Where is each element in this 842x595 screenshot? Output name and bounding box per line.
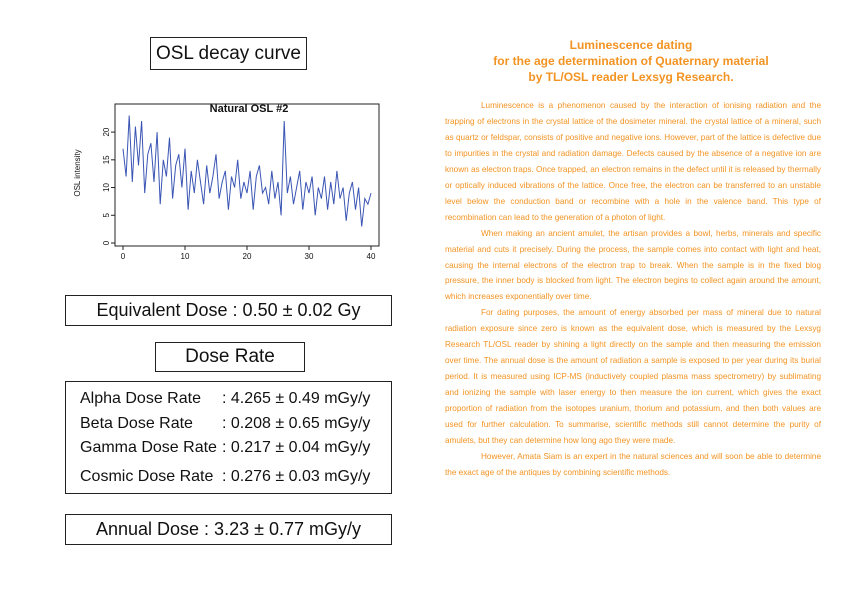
dose-rate-row-cosmic: Cosmic Dose Rate : 0.276 ± 0.03 mGy/y <box>80 468 370 486</box>
dose-rate-label: Alpha Dose Rate <box>80 390 201 407</box>
equivalent-dose-text: Equivalent Dose : 0.50 ± 0.02 Gy <box>96 300 361 320</box>
dose-rate-row-alpha: Alpha Dose Rate : 4.265 ± 0.49 mGy/y <box>80 390 370 408</box>
osl-decay-title-text: OSL decay curve <box>155 42 302 64</box>
annual-dose-text: Annual Dose : 3.23 ± 0.77 mGy/y <box>95 519 362 539</box>
dose-rate-title: Dose Rate <box>155 342 305 372</box>
dose-rate-label: Gamma Dose Rate <box>80 439 217 456</box>
annual-dose-box: Annual Dose : 3.23 ± 0.77 mGy/y <box>65 514 392 545</box>
x-tick-label: 0 <box>121 252 126 261</box>
x-tick-label: 40 <box>367 252 376 261</box>
chart-title: Natural OSL #2 <box>210 103 289 115</box>
article-paragraph: For dating purposes, the amount of energ… <box>445 308 821 446</box>
osl-decay-chart: Natural OSL #2 OSL intensity 0 10 20 30 40 0 5 10… <box>73 103 380 261</box>
dose-rate-title-text: Dose Rate <box>185 346 275 367</box>
article-title-line: by TL/OSL reader Lexsyg Research. <box>528 70 734 84</box>
y-tick-label: 0 <box>102 240 111 245</box>
dose-rate-value: : 0.217 ± 0.04 mGy/y <box>222 439 371 456</box>
osl-decay-title: OSL decay curve <box>150 37 307 70</box>
dose-rate-value: : 4.265 ± 0.49 mGy/y <box>222 390 371 407</box>
dose-rate-value: : 0.276 ± 0.03 mGy/y <box>222 468 371 485</box>
equivalent-dose-box: Equivalent Dose : 0.50 ± 0.02 Gy <box>65 295 392 326</box>
article-paragraph: However, Amata Siam is an expert in the … <box>445 451 821 477</box>
dose-rate-row-gamma: Gamma Dose Rate : 0.217 ± 0.04 mGy/y <box>80 439 370 457</box>
dose-rate-table: Alpha Dose Rate : 4.265 ± 0.49 mGy/y Beta… <box>65 381 392 494</box>
y-tick-label: 20 <box>102 127 111 136</box>
article-title: Luminescence dating for the age determin… <box>470 37 792 85</box>
article-paragraph: Luminescence is a phenomenon caused by t… <box>445 101 821 222</box>
x-tick-label: 30 <box>305 252 314 261</box>
article-body: Luminescence is a phenomenon caused by t… <box>445 98 821 481</box>
y-tick-label: 15 <box>102 155 111 164</box>
y-axis-label: OSL intensity <box>73 149 82 196</box>
x-tick-label: 10 <box>181 252 190 261</box>
dose-rate-label: Beta Dose Rate <box>80 415 193 432</box>
dose-rate-value: : 0.208 ± 0.65 mGy/y <box>222 415 371 432</box>
x-tick-label: 20 <box>243 252 252 261</box>
dose-rate-label: Cosmic Dose Rate <box>80 468 214 485</box>
series-line <box>122 115 372 227</box>
article-paragraph: When making an ancient amulet, the artis… <box>445 228 821 302</box>
dose-rate-row-beta: Beta Dose Rate : 0.208 ± 0.65 mGy/y <box>80 415 370 433</box>
y-tick-label: 10 <box>102 183 111 192</box>
article-title-line: Luminescence dating <box>569 38 693 52</box>
y-tick-label: 5 <box>102 212 111 217</box>
article-title-line: for the age determination of Quaternary … <box>493 54 769 68</box>
